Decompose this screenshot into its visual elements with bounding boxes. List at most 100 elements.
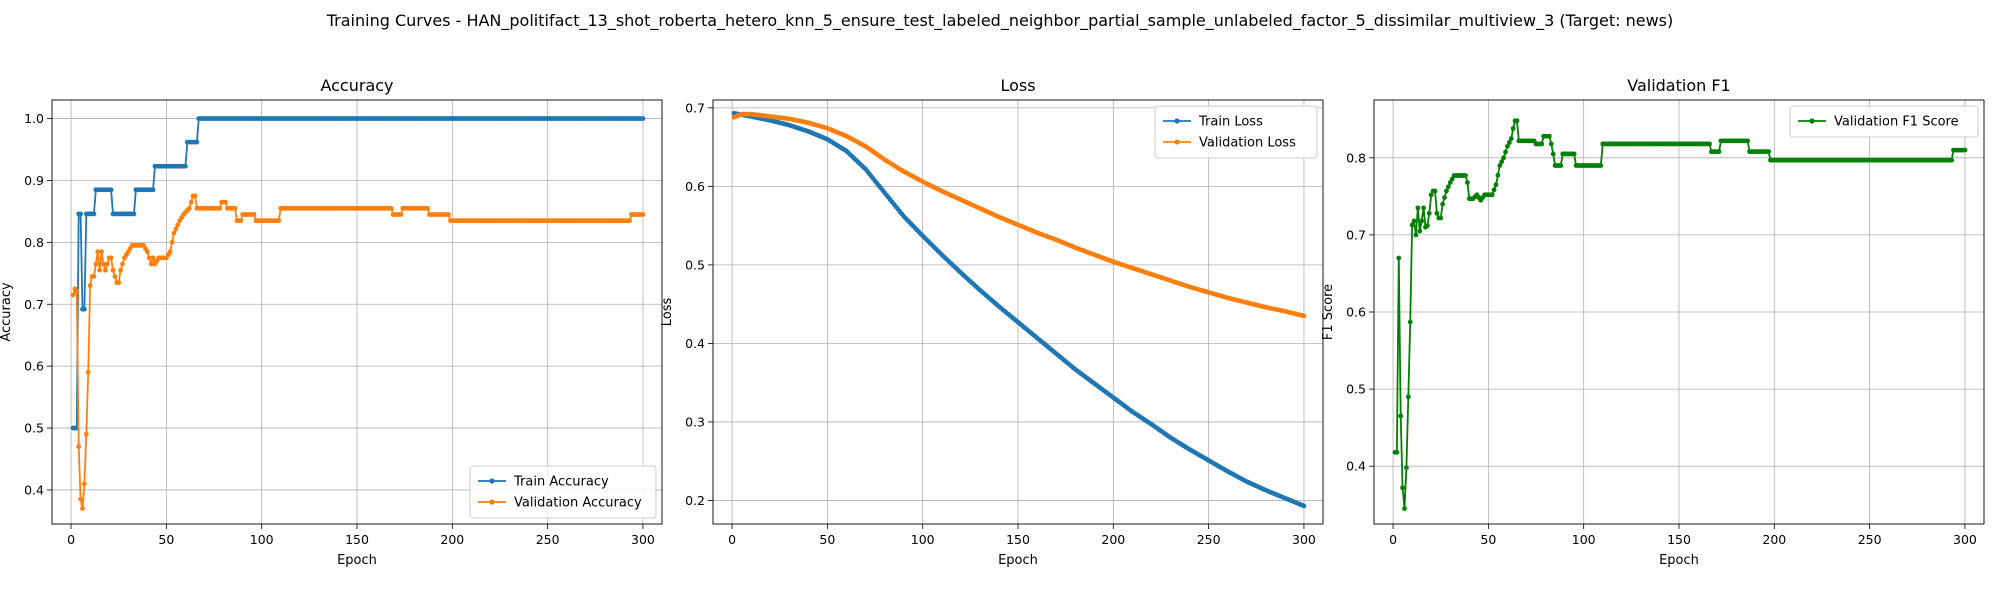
- data-point: [1962, 147, 1968, 153]
- data-point: [108, 187, 114, 193]
- data-point: [70, 292, 76, 298]
- x-tick-label: 250: [1858, 532, 1882, 547]
- y-tick-label: 0.2: [685, 493, 705, 508]
- data-point: [173, 226, 179, 232]
- subplot-accuracy: Accuracy Epoch Accuracy 0 50 100 150 200 250 3…: [0, 76, 663, 568]
- data-point: [1417, 228, 1423, 234]
- data-point: [1428, 192, 1434, 198]
- data-point: [640, 212, 646, 217]
- grid: [713, 100, 1323, 524]
- data-point: [640, 116, 646, 121]
- data-point: [108, 255, 114, 261]
- data-point: [1497, 163, 1503, 168]
- x-tick-label: 200: [1762, 532, 1786, 547]
- data-point: [74, 289, 80, 295]
- y-axis-label: F1 Score: [1321, 284, 1336, 340]
- data-point: [120, 261, 125, 267]
- legend: Validation F1 Score: [1789, 105, 1979, 138]
- legend-label: Validation Accuracy: [514, 496, 642, 511]
- x-tick-label: 150: [1006, 532, 1030, 547]
- data-point: [388, 205, 394, 211]
- data-point: [1505, 143, 1510, 149]
- data-point: [101, 261, 106, 267]
- x-tick-label: 0: [67, 532, 75, 547]
- data-point: [131, 211, 137, 217]
- subplot-title: Validation F1: [1627, 76, 1730, 95]
- subplot-validation-f1: Validation F1 Epoch F1 Score 0 50 100 150 20…: [1321, 76, 1985, 568]
- data-point: [188, 199, 194, 205]
- data-point: [93, 261, 99, 267]
- legend-swatch-marker: [489, 478, 495, 484]
- data-point: [1499, 159, 1505, 165]
- data-point: [83, 431, 89, 437]
- legend-swatch-marker: [1174, 118, 1180, 124]
- data-point: [91, 211, 97, 217]
- legend-swatch-marker: [1809, 118, 1815, 124]
- y-tick-label: 0.4: [24, 482, 44, 497]
- series-validation-loss: [731, 111, 1307, 319]
- axes-frame: [51, 99, 663, 525]
- data-point: [1400, 485, 1405, 491]
- data-point: [1424, 223, 1430, 229]
- grid: [52, 100, 662, 524]
- data-point: [1442, 195, 1447, 200]
- y-tick-label: 0.4: [1346, 459, 1366, 474]
- data-point: [169, 239, 175, 245]
- data-point: [1506, 140, 1512, 145]
- data-point: [102, 267, 108, 273]
- legend-swatch-marker: [1174, 139, 1180, 145]
- data-point: [82, 481, 87, 487]
- data-point: [1411, 218, 1417, 224]
- x-tick-label: 150: [345, 532, 369, 547]
- y-tick-label: 0.8: [24, 235, 44, 250]
- x-tick-label: 250: [1197, 532, 1221, 547]
- data-point: [110, 267, 116, 273]
- data-point: [1491, 187, 1497, 193]
- x-tick-label: 300: [631, 532, 655, 547]
- data-point: [1766, 149, 1771, 155]
- data-point: [78, 496, 83, 502]
- data-point: [1598, 163, 1604, 168]
- data-point: [192, 193, 198, 199]
- data-point: [1510, 126, 1516, 131]
- x-tick-label: 100: [911, 532, 935, 547]
- y-tick-label: 0.7: [685, 100, 705, 115]
- x-tick-label: 200: [1101, 532, 1125, 547]
- data-point: [1413, 232, 1419, 238]
- y-axis-label: Accuracy: [0, 282, 14, 342]
- data-point: [95, 249, 101, 255]
- x-tick-label: 100: [1572, 532, 1596, 547]
- data-point: [1489, 192, 1495, 198]
- x-tick-label: 150: [1667, 532, 1691, 547]
- data-point: [1415, 205, 1421, 211]
- subplot-title: Loss: [1000, 76, 1035, 95]
- data-point: [1949, 157, 1954, 163]
- data-point: [1409, 222, 1415, 228]
- data-point: [1444, 188, 1449, 194]
- data-point: [1548, 141, 1554, 147]
- data-point: [146, 255, 152, 261]
- data-point: [232, 205, 238, 211]
- y-tick-label: 0.8: [1346, 150, 1366, 165]
- subplot-loss: Loss Epoch Loss 0 50 100 150 200 250 300 0.2 0.3…: [660, 76, 1324, 568]
- x-tick-label: 50: [819, 532, 835, 547]
- data-point: [398, 212, 404, 217]
- legend-label: Train Loss: [1198, 115, 1263, 130]
- y-tick-label: 0.7: [1346, 227, 1366, 242]
- y-tick-label: 0.5: [1346, 382, 1366, 397]
- data-point: [1301, 503, 1307, 509]
- x-tick-label: 0: [1389, 532, 1397, 547]
- series-train-loss: [731, 110, 1307, 509]
- data-point: [144, 249, 150, 255]
- data-point: [1501, 155, 1507, 161]
- series-line: [733, 112, 1305, 507]
- data-point: [1465, 180, 1470, 185]
- x-tick-label: 300: [1292, 532, 1316, 547]
- y-tick-label: 0.6: [1346, 305, 1366, 320]
- y-tick-label: 0.3: [685, 414, 705, 429]
- legend-label: Validation F1 Score: [1834, 115, 1959, 130]
- data-point: [251, 212, 257, 217]
- data-point: [627, 218, 632, 224]
- x-tick-label: 100: [250, 532, 274, 547]
- y-tick-label: 0.6: [685, 179, 705, 194]
